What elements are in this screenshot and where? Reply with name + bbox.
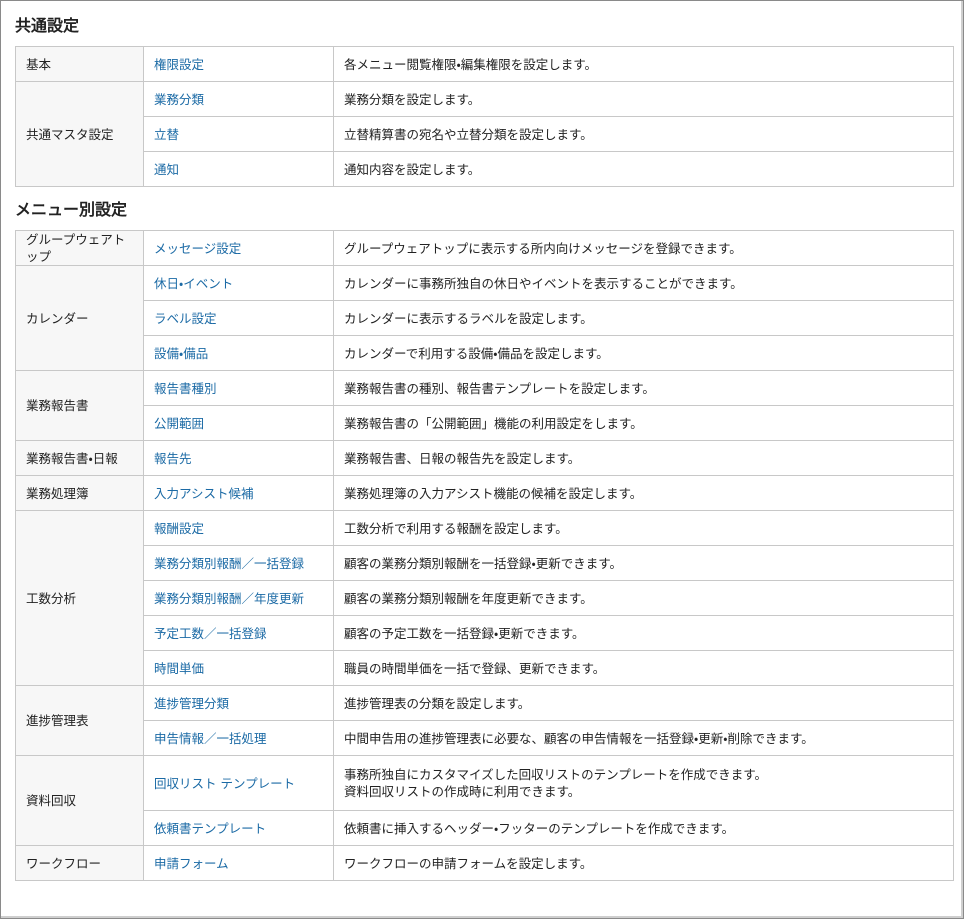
setting-description: 依頼書に挿入するヘッダー・フッターのテンプレートを作成できます。 — [333, 810, 954, 846]
settings-table: 基本 権限設定 各メニュー閲覧権限・編集権限を設定します。 共通マスタ設定 業務分類 業務… — [15, 46, 954, 187]
settings-row: グループウェアトップ メッセージ設定 グループウェアトップに表示する所内向けメッセー… — [15, 230, 954, 266]
settings-row: 公開範囲 業務報告書の「公開範囲」機能の利用設定をします。 — [16, 405, 954, 441]
settings-row: 申告情報／一括処理 中間申告用の進捗管理表に必要な、顧客の申告情報を一括登録・更新… — [16, 720, 954, 756]
setting-link[interactable]: 立替 — [143, 116, 334, 152]
setting-description: 中間申告用の進捗管理表に必要な、顧客の申告情報を一括登録・更新・削除できます。 — [333, 720, 954, 756]
group-name: 業務報告書 — [15, 370, 144, 441]
setting-description: 業務処理簿の入力アシスト機能の候補を設定します。 — [333, 475, 954, 511]
setting-description: 顧客の予定工数を一括登録・更新できます。 — [333, 615, 954, 651]
setting-description: 各メニュー閲覧権限・編集権限を設定します。 — [333, 46, 954, 82]
settings-row: 時間単価 職員の時間単価を一括で登録、更新できます。 — [16, 650, 954, 686]
setting-description: 顧客の業務分類別報酬を一括登録・更新できます。 — [333, 545, 954, 581]
setting-description: 職員の時間単価を一括で登録、更新できます。 — [333, 650, 954, 686]
settings-row: 立替 立替精算書の宛名や立替分類を設定します。 — [16, 116, 954, 152]
setting-description: カレンダーで利用する設備・備品を設定します。 — [333, 335, 954, 371]
setting-link[interactable]: 報告先 — [143, 440, 334, 476]
setting-description: 業務報告書の種別、報告書テンプレートを設定します。 — [333, 370, 954, 406]
settings-row: 進捗管理表 進捗管理分類 進捗管理表の分類を設定します。 — [15, 685, 954, 756]
settings-table: グループウェアトップ メッセージ設定 グループウェアトップに表示する所内向けメッセー… — [15, 230, 954, 881]
setting-link[interactable]: 設備・備品 — [143, 335, 334, 371]
setting-link[interactable]: 時間単価 — [143, 650, 334, 686]
setting-link[interactable]: 報告書種別 — [143, 370, 334, 406]
setting-description: グループウェアトップに表示する所内向けメッセージを登録できます。 — [333, 230, 954, 266]
setting-description: カレンダーに事務所独自の休日やイベントを表示することができます。 — [333, 265, 954, 301]
setting-link[interactable]: 回収リスト テンプレート — [143, 755, 334, 811]
group-name: 進捗管理表 — [15, 685, 144, 756]
group-name: 業務処理簿 — [15, 475, 144, 511]
setting-link[interactable]: 業務分類別報酬／一括登録 — [143, 545, 334, 581]
setting-link[interactable]: ラベル設定 — [143, 300, 334, 336]
group-name: カレンダー — [15, 265, 144, 371]
setting-link[interactable]: 予定工数／一括登録 — [143, 615, 334, 651]
settings-row: 業務処理簿 入力アシスト候補 業務処理簿の入力アシスト機能の候補を設定します。 — [15, 475, 954, 511]
setting-link[interactable]: 申告情報／一括処理 — [143, 720, 334, 756]
setting-description: 業務報告書の「公開範囲」機能の利用設定をします。 — [333, 405, 954, 441]
settings-row: 予定工数／一括登録 顧客の予定工数を一括登録・更新できます。 — [16, 615, 954, 651]
setting-description: 業務報告書、日報の報告先を設定します。 — [333, 440, 954, 476]
settings-row: 依頼書テンプレート 依頼書に挿入するヘッダー・フッターのテンプレートを作成できます… — [16, 810, 954, 846]
group-name: 業務報告書・日報 — [15, 440, 144, 476]
settings-row: 業務報告書・日報 報告先 業務報告書、日報の報告先を設定します。 — [15, 440, 954, 476]
setting-description: 通知内容を設定します。 — [333, 151, 954, 187]
settings-row: カレンダー 休日・イベント カレンダーに事務所独自の休日やイベントを表示することがで… — [15, 265, 954, 371]
settings-row: 設備・備品 カレンダーで利用する設備・備品を設定します。 — [16, 335, 954, 371]
setting-link[interactable]: 入力アシスト候補 — [143, 475, 334, 511]
setting-link[interactable]: 公開範囲 — [143, 405, 334, 441]
settings-row: 資料回収 回収リスト テンプレート 事務所独自にカスタマイズした回収リストのテンプレ… — [15, 755, 954, 846]
setting-link[interactable]: 通知 — [143, 151, 334, 187]
setting-description: カレンダーに表示するラベルを設定します。 — [333, 300, 954, 336]
settings-row: ワークフロー 申請フォーム ワークフローの申請フォームを設定します。 — [15, 845, 954, 881]
setting-description: 事務所独自にカスタマイズした回収リストのテンプレートを作成できます。 資料回収リ… — [333, 755, 954, 811]
settings-row: 基本 権限設定 各メニュー閲覧権限・編集権限を設定します。 — [15, 46, 954, 82]
section-title: 共通設定 — [15, 16, 80, 35]
setting-link[interactable]: メッセージ設定 — [143, 230, 334, 266]
setting-link[interactable]: 業務分類 — [143, 81, 334, 117]
group-name: グループウェアトップ — [15, 230, 144, 266]
setting-description: 業務分類を設定します。 — [333, 81, 954, 117]
setting-description: 立替精算書の宛名や立替分類を設定します。 — [333, 116, 954, 152]
settings-row: ラベル設定 カレンダーに表示するラベルを設定します。 — [16, 300, 954, 336]
setting-description: ワークフローの申請フォームを設定します。 — [333, 845, 954, 881]
setting-description: 進捗管理表の分類を設定します。 — [333, 685, 954, 721]
group-name: 共通マスタ設定 — [15, 81, 144, 187]
settings-row: 工数分析 報酬設定 工数分析で利用する報酬を設定します。 — [15, 510, 954, 686]
group-name: ワークフロー — [15, 845, 144, 881]
setting-link[interactable]: 業務分類別報酬／年度更新 — [143, 580, 334, 616]
settings-row: 業務分類別報酬／一括登録 顧客の業務分類別報酬を一括登録・更新できます。 — [16, 545, 954, 581]
setting-description: 顧客の業務分類別報酬を年度更新できます。 — [333, 580, 954, 616]
setting-link[interactable]: 申請フォーム — [143, 845, 334, 881]
group-name: 基本 — [15, 46, 144, 82]
settings-row: 通知 通知内容を設定します。 — [16, 151, 954, 187]
setting-link[interactable]: 報酬設定 — [143, 510, 334, 546]
setting-link[interactable]: 進捗管理分類 — [143, 685, 334, 721]
setting-link[interactable]: 依頼書テンプレート — [143, 810, 334, 846]
settings-row: 業務分類別報酬／年度更新 顧客の業務分類別報酬を年度更新できます。 — [16, 580, 954, 616]
setting-description: 工数分析で利用する報酬を設定します。 — [333, 510, 954, 546]
group-name: 資料回収 — [15, 755, 144, 846]
settings-row: 共通マスタ設定 業務分類 業務分類を設定します。 — [15, 81, 954, 187]
group-name: 工数分析 — [15, 510, 144, 686]
section-title: メニュー別設定 — [15, 200, 128, 219]
settings-row: 業務報告書 報告書種別 業務報告書の種別、報告書テンプレートを設定します。 — [15, 370, 954, 441]
setting-link[interactable]: 権限設定 — [143, 46, 334, 82]
setting-link[interactable]: 休日・イベント — [143, 265, 334, 301]
